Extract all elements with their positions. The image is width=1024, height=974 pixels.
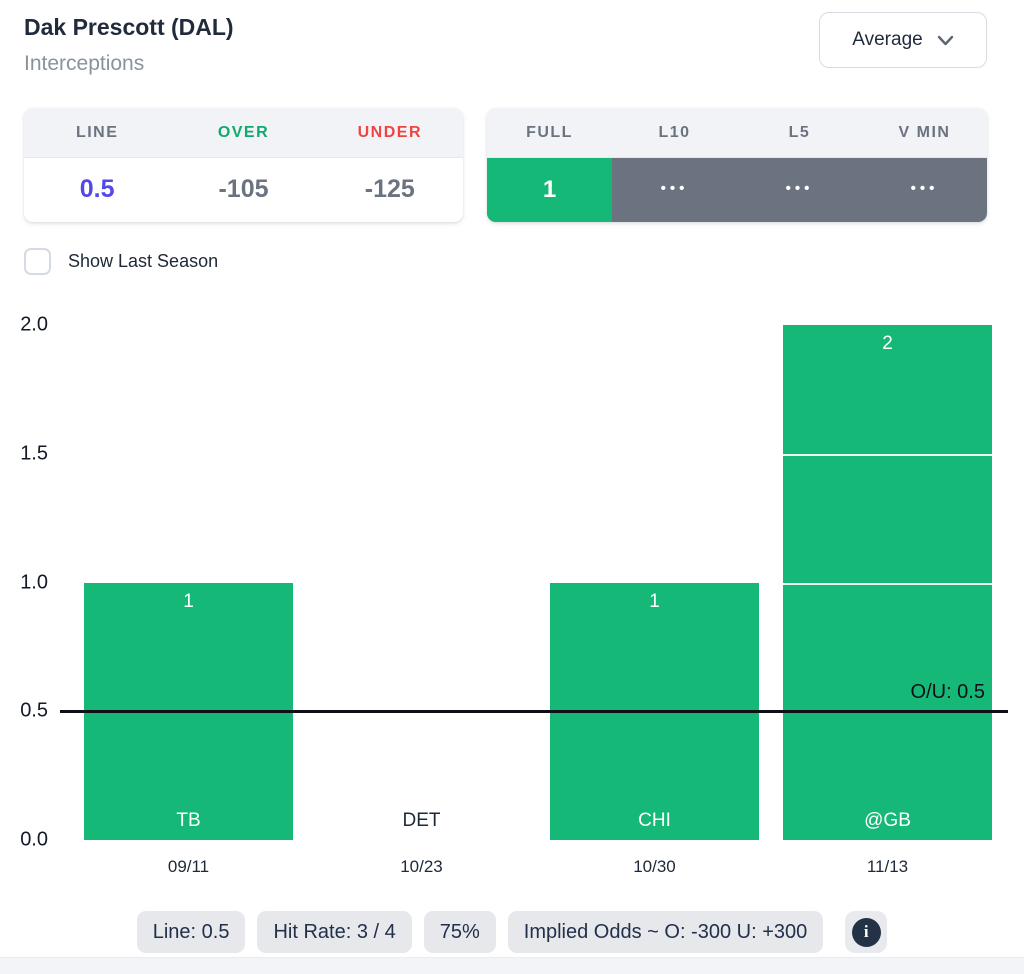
over-under-line [60,710,1008,713]
odds-line-value: 0.5 [79,175,115,203]
game-date-label: 09/11 [167,857,210,876]
tab-full-label[interactable]: FULL [526,123,573,141]
show-last-season-label: Show Last Season [68,251,219,271]
tab-l10-label[interactable]: L10 [658,123,691,141]
bar-value-label: 1 [183,590,194,612]
y-axis-tick-label: 2.0 [20,313,48,336]
show-last-season-toggle[interactable]: Show Last Season [24,248,218,275]
chevron-down-icon [937,35,954,46]
page-title: Dak Prescott (DAL) [24,14,234,40]
view-mode-selected: Average [852,29,923,50]
interceptions-bar-chart: 2.0 1.5 1.0 0.5 0.0 1 TB 09/11 DET 10/23 1 CHI 10/30… [0,305,1024,905]
show-last-season-checkbox[interactable] [24,248,51,275]
stat-subtitle: Interceptions [24,52,145,75]
tab-full-value[interactable]: 1 [487,158,612,222]
tab-l5-value[interactable]: ••• [785,179,814,197]
tab-vmin-value[interactable]: ••• [910,179,939,197]
y-axis-tick-label: 1.0 [20,571,48,593]
game-bar: 2 @GB [783,325,992,840]
line-badge: Line: 0.5 [136,911,246,953]
summary-badges: Line: 0.5 Hit Rate: 3 / 4 75% Implied Od… [0,911,1024,953]
y-axis-tick-label: 1.5 [20,442,48,465]
odds-header-line: LINE [75,123,119,141]
odds-under-value: -125 [364,175,415,203]
odds-card-values: 0.5 -105 -125 [24,158,463,221]
bar-segment-line [783,453,992,456]
odds-over-value: -105 [218,175,269,203]
bottom-strip [0,957,1024,974]
team-label: @GB [864,810,911,831]
hit-rate-badge: Hit Rate: 3 / 4 [257,911,412,953]
tab-l5-label[interactable]: L5 [788,123,811,141]
team-label: CHI [638,810,671,831]
y-axis-tick-label: 0.5 [20,699,48,722]
view-mode-dropdown[interactable]: Average [819,12,987,68]
game-date-label: 11/13 [866,857,909,876]
splits-card: FULL L10 L5 V MIN 1 ••• ••• ••• [487,108,987,222]
team-label: DET [402,810,441,831]
tab-l10-value[interactable]: ••• [660,179,689,197]
game-date-label: 10/30 [633,857,676,876]
bar-value-label: 2 [882,333,893,354]
odds-card: LINE OVER UNDER 0.5 -105 -125 [24,108,463,222]
team-label: TB [176,810,201,831]
hit-rate-percent-badge: 75% [423,911,496,953]
bar-value-label: 1 [649,590,660,612]
implied-odds-badge: Implied Odds ~ O: -300 U: +300 [507,911,824,953]
info-icon[interactable]: i [845,911,888,953]
odds-card-header: LINE OVER UNDER [24,108,463,158]
y-axis-tick-label: 0.0 [20,828,48,851]
splits-card-header: FULL L10 L5 V MIN [487,108,987,158]
odds-header-over: OVER [217,123,270,141]
game-date-label: 10/23 [400,857,443,876]
splits-card-values: 1 ••• ••• ••• [487,158,987,222]
tab-vmin-label[interactable]: V MIN [898,123,951,141]
bar-segment-line [783,582,992,585]
odds-header-under: UNDER [357,123,423,141]
over-under-line-label: O/U: 0.5 [910,681,985,704]
